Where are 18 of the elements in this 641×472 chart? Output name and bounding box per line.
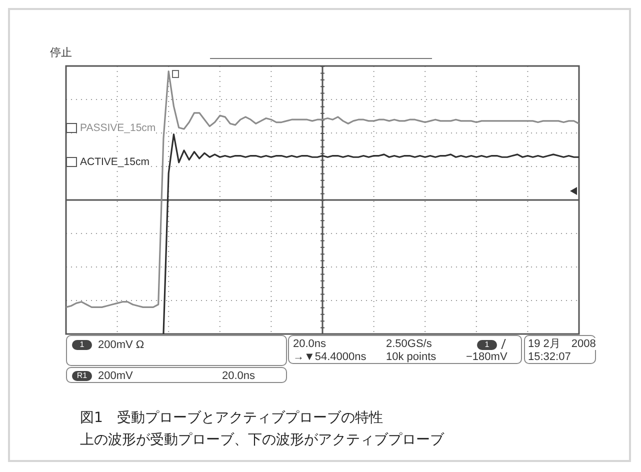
text: 19 2月 2008 bbox=[528, 338, 596, 350]
text: 200mV Ω bbox=[98, 339, 144, 351]
text: −180mV bbox=[466, 351, 508, 363]
text: 15:32:07 bbox=[528, 351, 571, 363]
text: 2.50GS/s bbox=[386, 338, 432, 350]
text: 20.0ns bbox=[293, 338, 326, 350]
text: 20.0ns bbox=[222, 370, 256, 382]
text: 200mV bbox=[98, 370, 133, 382]
text: 上の波形が受動プローブ、下の波形がアクティブプローブ bbox=[80, 431, 444, 449]
text: 1 bbox=[477, 340, 497, 350]
text: 10k points bbox=[386, 351, 436, 363]
text: →▼54.4000ns bbox=[293, 351, 366, 363]
series-label: ACTIVE_15cm bbox=[80, 156, 150, 168]
text: 図1 受動プローブとアクティブプローブの特性 bbox=[80, 409, 383, 427]
text: 停止 bbox=[50, 47, 72, 59]
text: 1 bbox=[72, 340, 92, 350]
text: R1 bbox=[72, 371, 92, 381]
series-label: PASSIVE_15cm bbox=[80, 122, 156, 134]
